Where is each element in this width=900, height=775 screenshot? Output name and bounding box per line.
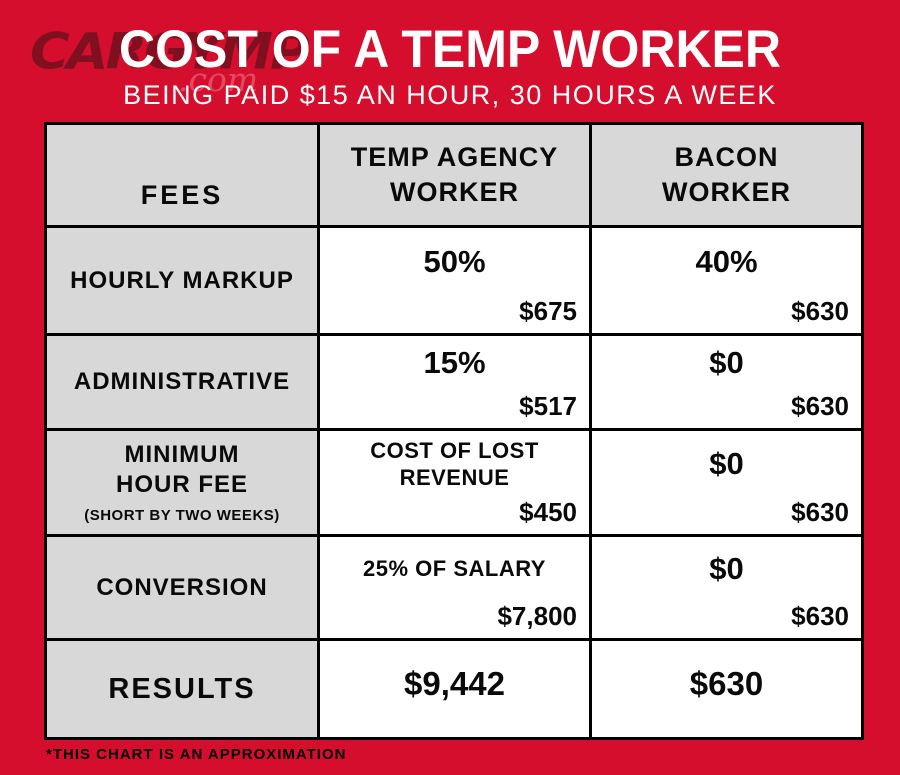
comparison-table: FEES TEMP AGENCY WORKER BACON WORKER HOU… (44, 122, 864, 740)
row-label-hourly-markup: HOURLY MARKUP (47, 228, 317, 333)
results-row-label-text: RESULTS (108, 672, 256, 705)
bacon-minimum-hour-fee-value: $0 (709, 445, 744, 481)
temp-hourly-markup-total: $675 (519, 296, 577, 326)
bacon-results-total: $630 (689, 665, 764, 702)
bacon-hourly-markup-value: 40% (695, 243, 758, 279)
watermark-brand-text: CARGYMP (30, 22, 310, 81)
row-label-minimum-hour-fee-note: (SHORT BY TWO WEEKS) (84, 506, 280, 524)
approximation-note: *THIS CHART IS AN APPROXIMATION (46, 746, 347, 763)
row-label-conversion-text: CONVERSION (96, 573, 268, 601)
cell-bacon-conversion: $0 $630 (592, 537, 861, 638)
column-header-temp-agency-worker-label: TEMP AGENCY WORKER (350, 141, 559, 207)
row-label-hourly-markup-text: HOURLY MARKUP (70, 266, 294, 294)
bacon-conversion-value: $0 (709, 550, 744, 586)
row-label-administrative-text: ADMINISTRATIVE (73, 368, 291, 395)
row-label-minimum-hour-fee: MINIMUM HOUR FEE (SHORT BY TWO WEEKS) (47, 431, 317, 534)
page-title: COST OF A TEMP WORKER (118, 19, 782, 79)
page-subtitle: BEING PAID $15 AN HOUR, 30 HOURS A WEEK (123, 80, 777, 110)
column-header-bacon-worker-label: BACON WORKER (662, 141, 791, 207)
column-header-fees-label: FEES (140, 180, 224, 210)
results-row-label: RESULTS (47, 641, 317, 737)
watermark-dotcom-text: .com (178, 60, 259, 99)
column-header-temp-agency-worker: TEMP AGENCY WORKER (320, 125, 589, 225)
cell-bacon-hourly-markup: 40% $630 (592, 228, 861, 333)
bacon-minimum-hour-fee-total: $630 (791, 497, 849, 527)
temp-minimum-hour-fee-total: $450 (519, 497, 577, 527)
bacon-administrative-value: $0 (709, 345, 744, 381)
watermark-logo: CARGYMP .com (30, 20, 310, 99)
column-header-bacon-worker: BACON WORKER (592, 125, 861, 225)
cell-temp-administrative: 15% $517 (320, 336, 589, 428)
cell-bacon-administrative: $0 $630 (592, 336, 861, 428)
bacon-administrative-total: $630 (791, 391, 849, 421)
cell-temp-hourly-markup: 50% $675 (320, 228, 589, 333)
row-label-minimum-hour-fee-text: MINIMUM HOUR FEE (115, 440, 248, 498)
cell-temp-results-total: $9,442 (320, 641, 589, 737)
bacon-conversion-total: $630 (791, 601, 849, 631)
temp-conversion-total: $7,800 (497, 601, 577, 631)
cell-bacon-results-total: $630 (592, 641, 861, 737)
cell-temp-conversion: 25% OF SALARY $7,800 (320, 537, 589, 638)
temp-administrative-total: $517 (519, 391, 577, 421)
row-label-conversion: CONVERSION (47, 537, 317, 638)
temp-administrative-value: 15% (423, 345, 486, 381)
temp-hourly-markup-value: 50% (423, 243, 486, 279)
cell-temp-minimum-hour-fee: COST OF LOST REVENUE $450 (320, 431, 589, 534)
temp-minimum-hour-fee-value: COST OF LOST REVENUE (370, 437, 539, 491)
temp-results-total: $9,442 (404, 665, 505, 702)
row-label-administrative: ADMINISTRATIVE (47, 336, 317, 428)
column-header-fees: FEES (47, 125, 317, 225)
cell-bacon-minimum-hour-fee: $0 $630 (592, 431, 861, 534)
temp-conversion-value: 25% OF SALARY (363, 556, 546, 582)
bacon-hourly-markup-total: $630 (791, 296, 849, 326)
